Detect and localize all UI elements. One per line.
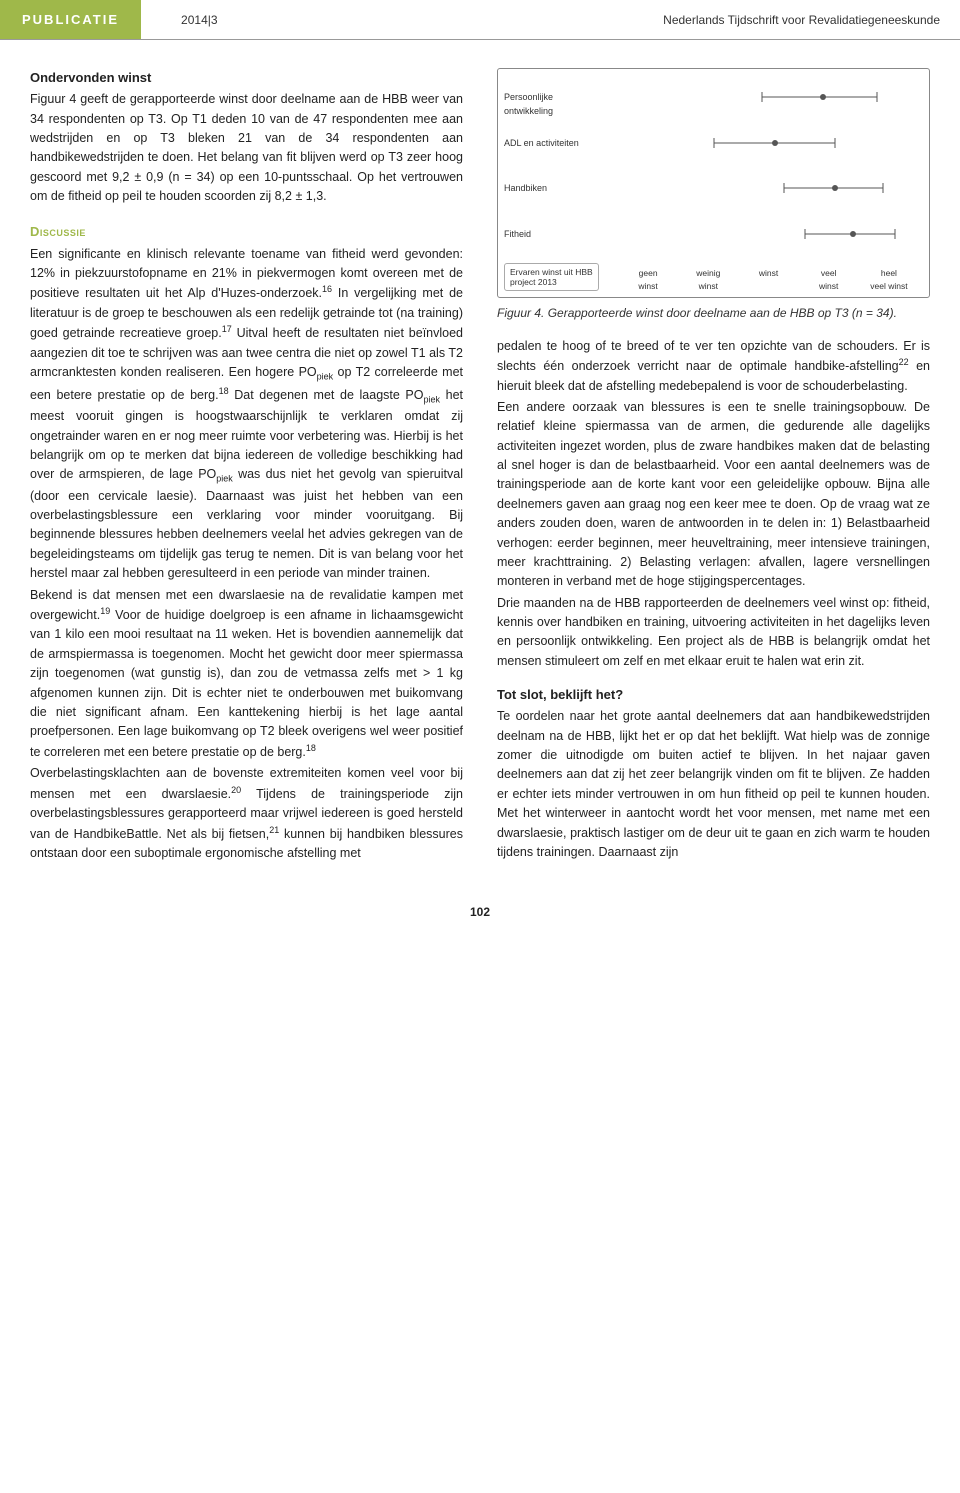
error-bar-cap (882, 183, 883, 193)
text-run: was dus niet het gevolg van spieruitval … (30, 467, 463, 580)
right-column: Persoonlijke ontwikkeling ADL en activite… (497, 68, 930, 865)
chart-y-label: Persoonlijke ontwikkeling (504, 91, 604, 119)
subscript-piek: piek (424, 394, 441, 404)
paragraph: Figuur 4 geeft de gerapporteerde winst d… (30, 90, 463, 206)
data-marker (832, 185, 838, 191)
x-title-line1: Ervaren winst uit HBB (510, 267, 593, 277)
x-tick-label: winst (738, 267, 798, 293)
error-bar-cap (834, 138, 835, 148)
error-bar-cap (714, 138, 715, 148)
x-tick-label: weinigwinst (678, 267, 738, 293)
citation-20: 20 (231, 785, 241, 795)
two-column-body: Ondervonden winst Figuur 4 geeft de gera… (0, 68, 960, 885)
error-bar-cap (894, 229, 895, 239)
x-title-line2: project 2013 (510, 277, 557, 287)
text-run: pedalen te hoog of te breed of te ver te… (497, 339, 930, 374)
subscript-piek: piek (216, 474, 233, 484)
page-number: 102 (0, 905, 960, 929)
text-run: Dat degenen met de laagste PO (229, 388, 424, 402)
citation-22: 22 (899, 357, 909, 367)
chart-y-label: Fitheid (504, 228, 604, 242)
issue-label: 2014|3 (141, 13, 218, 27)
data-marker (772, 140, 778, 146)
paragraph: Overbelastingsklachten aan de bovenste e… (30, 764, 463, 863)
subscript-piek: piek (317, 372, 334, 382)
chart-plot-area: Persoonlijke ontwikkelingADL en activite… (618, 74, 919, 257)
heading-discussie: Discussie (30, 222, 463, 242)
figure-4-chart: Persoonlijke ontwikkeling ADL en activite… (497, 68, 930, 298)
heading-tot-slot: Tot slot, beklijft het? (497, 685, 930, 705)
citation-16: 16 (322, 284, 332, 294)
citation-18: 18 (306, 743, 316, 753)
page-header: PUBLICATIE 2014|3 Nederlands Tijdschrift… (0, 0, 960, 40)
error-bar-cap (762, 92, 763, 102)
journal-title: Nederlands Tijdschrift voor Revalidatieg… (663, 13, 960, 27)
paragraph: pedalen te hoog of te breed of te ver te… (497, 337, 930, 396)
chart-y-label: ADL en activiteiten (504, 137, 604, 151)
citation-19: 19 (100, 606, 110, 616)
text-run: Voor de huidige doelgroep is een afname … (30, 608, 463, 759)
x-tick-label: geenwinst (618, 267, 678, 293)
data-marker (850, 231, 856, 237)
error-bar-cap (804, 229, 805, 239)
left-column: Ondervonden winst Figuur 4 geeft de gera… (30, 68, 463, 865)
paragraph: Drie maanden na de HBB rapporteerden de … (497, 594, 930, 672)
data-marker (820, 94, 826, 100)
x-tick-label: heelveel winst (859, 267, 919, 293)
citation-18: 18 (219, 386, 229, 396)
chart-y-label: Handbiken (504, 182, 604, 196)
citation-21: 21 (269, 825, 279, 835)
figure-4-caption: Figuur 4. Gerapporteerde winst door deel… (497, 304, 930, 323)
chart-x-title: Ervaren winst uit HBB project 2013 (504, 263, 599, 291)
paragraph: Te oordelen naar het grote aantal deelne… (497, 707, 930, 862)
chart-x-axis: geenwinstweinigwinstwinstveelwinstheelve… (618, 267, 919, 293)
figure-4: Persoonlijke ontwikkeling ADL en activite… (497, 68, 930, 323)
error-bar-cap (876, 92, 877, 102)
error-bar-cap (783, 183, 784, 193)
heading-ondervonden-winst: Ondervonden winst (30, 68, 463, 88)
section-badge: PUBLICATIE (0, 0, 141, 39)
paragraph: Bekend is dat mensen met een dwarslaesie… (30, 586, 463, 763)
citation-17: 17 (222, 324, 232, 334)
paragraph: Een andere oorzaak van blessures is een … (497, 398, 930, 592)
paragraph: Een significante en klinisch relevante t… (30, 245, 463, 584)
x-tick-label: veelwinst (799, 267, 859, 293)
